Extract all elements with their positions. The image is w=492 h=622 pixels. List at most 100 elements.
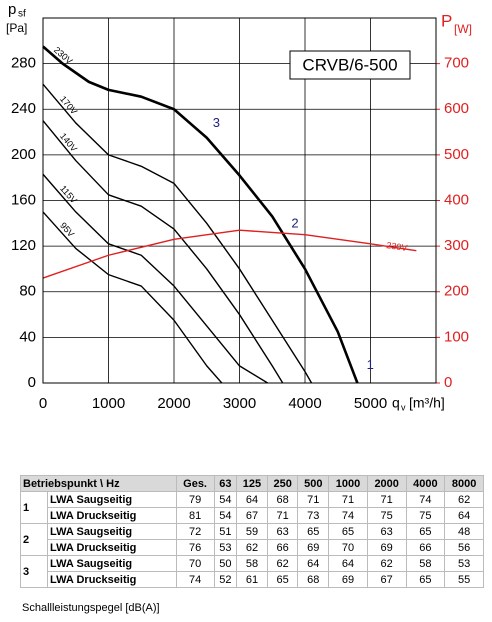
header-cell: Ges.	[175, 475, 215, 492]
point-cell: 1	[20, 491, 48, 524]
y-axis-title-sub: sf	[18, 9, 26, 20]
curve	[42, 229, 417, 279]
value-cell: 51	[213, 523, 238, 540]
value-cell: 67	[236, 507, 268, 524]
value-cell: 74	[405, 491, 446, 508]
value-cell: 58	[236, 555, 268, 572]
y2-tick-label: 200	[444, 283, 469, 300]
value-cell: 65	[328, 523, 368, 540]
value-cell: 65	[297, 523, 330, 540]
y2-tick-label: 700	[444, 55, 469, 72]
value-cell: 73	[297, 507, 330, 524]
header-cell: 125	[236, 475, 268, 492]
table-row: 2 LWA Saugseitig 72 51 59 63 65 65 63 65 48	[20, 523, 484, 556]
value-cell: 56	[444, 539, 484, 556]
x-tick-label: 3000	[223, 395, 256, 412]
x-tick-label: 1000	[92, 395, 125, 412]
point-cell: 3	[20, 555, 48, 588]
curve	[42, 120, 284, 384]
row-label: LWA Saugseitig	[47, 523, 177, 540]
table-row: 1 LWA Saugseitig 79 54 64 68 71 71 71 74 62	[20, 491, 484, 524]
value-cell: 75	[366, 507, 407, 524]
header-cell: Betriebspunkt \ Hz	[20, 475, 177, 492]
curve-label: 230V	[386, 240, 408, 253]
value-cell: 63	[366, 523, 407, 540]
value-cell: 64	[444, 507, 484, 524]
header-cell: 63	[213, 475, 238, 492]
plot-frame	[42, 17, 437, 384]
x-tick-label: 4000	[288, 395, 321, 412]
y2-axis-unit: [W]	[454, 22, 472, 36]
value-cell: 55	[444, 571, 484, 588]
y-tick-label: 240	[11, 100, 36, 117]
table-row: 3 LWA Saugseitig 70 50 58 62 64 64 62 58 53	[20, 555, 484, 588]
y-tick-label: 280	[11, 55, 36, 72]
value-cell: 71	[297, 491, 330, 508]
table-row: LWA Druckseitig 76 53 62 66 69 70 69 66 56	[21, 539, 484, 556]
value-cell: 81	[175, 507, 215, 524]
title-box	[289, 50, 411, 80]
value-cell: 62	[266, 555, 299, 572]
value-cell: 75	[405, 507, 446, 524]
y-tick-label: 160	[11, 191, 36, 208]
value-cell: 50	[213, 555, 238, 572]
y-tick-label: 40	[19, 328, 36, 345]
operating-point-label: 3	[213, 115, 220, 130]
y2-tick-label: 400	[444, 191, 469, 208]
value-cell: 65	[405, 571, 446, 588]
value-cell: 59	[236, 523, 268, 540]
value-cell: 61	[236, 571, 268, 588]
table-row: LWA Druckseitig 81 54 67 71 73 74 75 75 64	[21, 507, 484, 524]
value-cell: 54	[213, 491, 238, 508]
value-cell: 48	[444, 523, 484, 540]
y-axis-unit: [Pa]	[6, 21, 27, 35]
y-tick-label: 80	[19, 283, 36, 300]
value-cell: 53	[444, 555, 484, 572]
value-cell: 58	[405, 555, 446, 572]
value-cell: 71	[328, 491, 368, 508]
value-cell: 62	[444, 491, 484, 508]
x-axis-title-sub: v	[401, 402, 406, 412]
value-cell: 69	[297, 539, 330, 556]
value-cell: 74	[328, 507, 368, 524]
value-cell: 74	[175, 571, 215, 588]
row-label: LWA Druckseitig	[47, 507, 177, 524]
header-cell: 1000	[328, 475, 368, 492]
sound-table: Betriebspunkt \ Hz Ges. 63 125 250 500 1000 200…	[20, 475, 484, 588]
curve-label: 95V	[58, 220, 76, 239]
y2-tick-label: 300	[444, 237, 469, 254]
operating-point-label: 1	[367, 357, 374, 372]
x-axis-title: q	[392, 395, 400, 411]
value-cell: 71	[266, 507, 299, 524]
value-cell: 67	[366, 571, 407, 588]
curve	[42, 45, 359, 384]
x-tick-label: 0	[39, 395, 47, 412]
curve	[42, 211, 223, 384]
row-label: LWA Druckseitig	[47, 571, 177, 588]
value-cell: 70	[175, 555, 215, 572]
value-cell: 68	[297, 571, 330, 588]
row-label: LWA Druckseitig	[47, 539, 177, 556]
value-cell: 66	[405, 539, 446, 556]
value-cell: 62	[366, 555, 407, 572]
value-cell: 64	[328, 555, 368, 572]
y2-axis-title: P	[441, 11, 452, 30]
x-tick-label: 2000	[157, 395, 190, 412]
y-tick-label: 0	[28, 374, 36, 391]
y-tick-label: 200	[11, 146, 36, 163]
header-cell: 250	[266, 475, 299, 492]
header-cell: 8000	[444, 475, 484, 492]
value-cell: 63	[266, 523, 299, 540]
header-cell: 500	[297, 475, 330, 492]
value-cell: 53	[213, 539, 238, 556]
curve	[42, 83, 313, 384]
value-cell: 65	[266, 571, 299, 588]
value-cell: 69	[328, 571, 368, 588]
row-label: LWA Saugseitig	[47, 491, 177, 508]
value-cell: 52	[213, 571, 238, 588]
point-cell: 2	[20, 523, 48, 556]
x-axis-unit: [m³/h]	[409, 395, 445, 411]
value-cell: 69	[366, 539, 407, 556]
y2-tick-label: 0	[444, 374, 452, 391]
